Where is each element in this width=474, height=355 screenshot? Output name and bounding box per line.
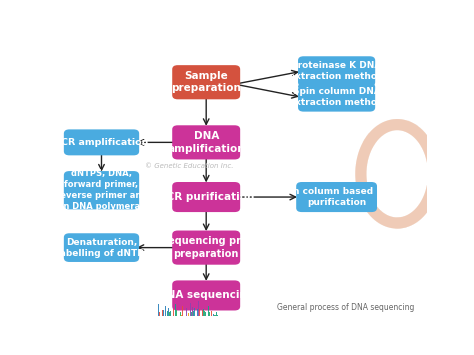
Text: General process of DNA sequencing: General process of DNA sequencing xyxy=(277,303,414,312)
FancyBboxPatch shape xyxy=(198,301,199,317)
FancyBboxPatch shape xyxy=(200,313,201,317)
FancyBboxPatch shape xyxy=(184,306,185,317)
FancyBboxPatch shape xyxy=(204,311,205,317)
Text: Sample
preparation: Sample preparation xyxy=(171,71,241,93)
FancyBboxPatch shape xyxy=(187,316,188,317)
FancyBboxPatch shape xyxy=(210,316,211,317)
Text: dNTPS, DNA,
forward primer,
reverse primer and
Tan DNA polymerase: dNTPS, DNA, forward primer, reverse prim… xyxy=(53,169,150,211)
FancyBboxPatch shape xyxy=(205,312,206,317)
Text: PCR amplification: PCR amplification xyxy=(55,138,149,147)
FancyBboxPatch shape xyxy=(183,313,184,317)
FancyBboxPatch shape xyxy=(186,308,187,317)
FancyBboxPatch shape xyxy=(158,304,159,317)
FancyBboxPatch shape xyxy=(213,314,214,317)
FancyBboxPatch shape xyxy=(181,315,182,317)
FancyBboxPatch shape xyxy=(168,308,169,317)
FancyBboxPatch shape xyxy=(199,309,200,317)
FancyBboxPatch shape xyxy=(170,311,171,317)
FancyBboxPatch shape xyxy=(180,312,181,317)
FancyBboxPatch shape xyxy=(201,310,202,317)
FancyBboxPatch shape xyxy=(176,310,177,317)
FancyBboxPatch shape xyxy=(202,310,203,317)
FancyBboxPatch shape xyxy=(172,182,240,212)
FancyBboxPatch shape xyxy=(171,316,172,317)
FancyBboxPatch shape xyxy=(172,280,240,311)
FancyBboxPatch shape xyxy=(191,312,192,317)
FancyBboxPatch shape xyxy=(172,230,240,265)
FancyBboxPatch shape xyxy=(172,308,173,317)
FancyBboxPatch shape xyxy=(169,312,170,317)
FancyBboxPatch shape xyxy=(172,65,240,99)
FancyBboxPatch shape xyxy=(217,315,218,317)
Text: Denaturation,
Labelling of dNTPs: Denaturation, Labelling of dNTPs xyxy=(54,237,149,258)
Text: PCR purification: PCR purification xyxy=(158,192,254,202)
FancyBboxPatch shape xyxy=(64,233,139,262)
FancyBboxPatch shape xyxy=(172,125,240,159)
FancyBboxPatch shape xyxy=(64,171,139,209)
FancyBboxPatch shape xyxy=(185,316,186,317)
Text: DNA sequencing: DNA sequencing xyxy=(158,290,255,300)
FancyBboxPatch shape xyxy=(188,313,189,317)
FancyBboxPatch shape xyxy=(192,307,193,317)
FancyBboxPatch shape xyxy=(160,310,161,317)
Text: © Genetic Education Inc.: © Genetic Education Inc. xyxy=(146,163,234,169)
FancyBboxPatch shape xyxy=(298,83,375,111)
FancyBboxPatch shape xyxy=(203,310,204,317)
FancyBboxPatch shape xyxy=(163,311,164,317)
FancyBboxPatch shape xyxy=(173,309,174,317)
FancyBboxPatch shape xyxy=(193,311,194,317)
FancyBboxPatch shape xyxy=(209,312,210,317)
FancyBboxPatch shape xyxy=(216,312,217,317)
Text: DNA
amplification: DNA amplification xyxy=(167,131,245,154)
FancyBboxPatch shape xyxy=(296,182,377,212)
Text: Spin column based PCR
purification: Spin column based PCR purification xyxy=(277,187,396,207)
Text: Spin column DNA
extraction method: Spin column DNA extraction method xyxy=(290,87,384,107)
FancyBboxPatch shape xyxy=(175,304,176,317)
Text: Proteinase K DNA
extraction method: Proteinase K DNA extraction method xyxy=(290,61,384,81)
FancyBboxPatch shape xyxy=(206,316,207,317)
FancyBboxPatch shape xyxy=(189,316,190,317)
Text: Sequencing pre-
preparation: Sequencing pre- preparation xyxy=(161,236,252,259)
FancyBboxPatch shape xyxy=(215,315,216,317)
FancyBboxPatch shape xyxy=(298,56,375,86)
FancyBboxPatch shape xyxy=(196,316,197,317)
FancyBboxPatch shape xyxy=(64,129,139,155)
FancyBboxPatch shape xyxy=(167,311,168,317)
FancyBboxPatch shape xyxy=(159,312,160,317)
FancyBboxPatch shape xyxy=(174,316,175,317)
FancyBboxPatch shape xyxy=(214,315,215,317)
FancyBboxPatch shape xyxy=(197,309,198,317)
